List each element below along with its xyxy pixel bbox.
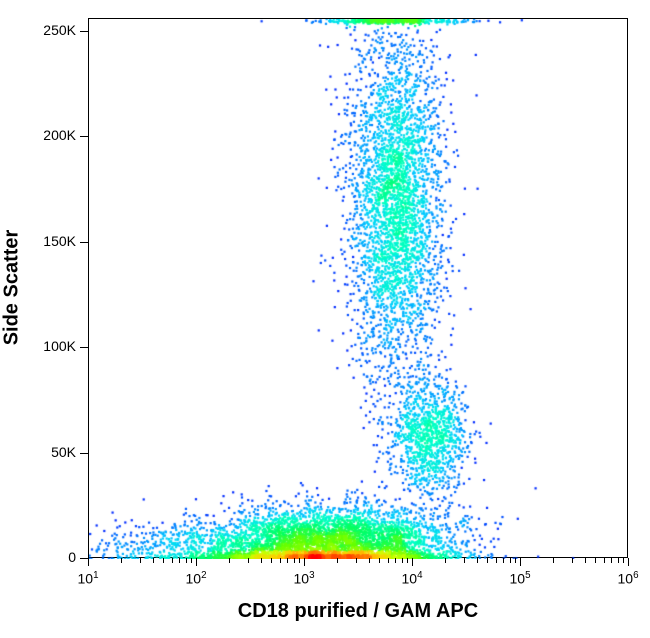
y-tick-label: 150K [28,233,76,249]
x-minor-tick [477,558,478,563]
x-minor-tick [356,558,357,563]
x-minor-tick [572,558,573,563]
x-minor-tick [229,558,230,563]
x-tick [88,558,89,566]
x-minor-tick [623,558,624,563]
x-minor-tick [395,558,396,563]
x-minor-tick [271,558,272,563]
x-minor-tick [515,558,516,563]
y-tick [80,242,88,243]
x-minor-tick [153,558,154,563]
y-tick-label: 50K [28,444,76,460]
y-tick-label: 200K [28,127,76,143]
x-minor-tick [595,558,596,563]
x-minor-tick [121,558,122,563]
x-minor-tick [503,558,504,563]
x-minor-tick [299,558,300,563]
x-minor-tick [445,558,446,563]
x-minor-tick [337,558,338,563]
x-minor-tick [172,558,173,563]
x-minor-tick [280,558,281,563]
x-tick-label: 105 [495,570,545,587]
x-minor-tick [179,558,180,563]
plot-area [88,18,628,558]
y-tick [80,558,88,559]
x-minor-tick [487,558,488,563]
x-minor-tick [611,558,612,563]
y-tick-label: 0 [28,549,76,565]
y-tick-label: 100K [28,338,76,354]
x-minor-tick [388,558,389,563]
x-minor-tick [294,558,295,563]
y-tick [80,347,88,348]
x-minor-tick [604,558,605,563]
x-minor-tick [163,558,164,563]
x-minor-tick [287,558,288,563]
flow-cytometry-plot: Side Scatter CD18 purified / GAM APC 050… [0,0,650,638]
x-minor-tick [379,558,380,563]
x-minor-tick [585,558,586,563]
x-minor-tick [464,558,465,563]
y-tick [80,136,88,137]
x-minor-tick [248,558,249,563]
x-tick-label: 101 [63,570,113,587]
x-tick [628,558,629,566]
x-tick-label: 104 [387,570,437,587]
x-tick [196,558,197,566]
x-minor-tick [140,558,141,563]
x-tick [412,558,413,566]
x-minor-tick [191,558,192,563]
x-tick [304,558,305,566]
x-minor-tick [407,558,408,563]
x-minor-tick [510,558,511,563]
x-minor-tick [261,558,262,563]
x-minor-tick [369,558,370,563]
x-minor-tick [402,558,403,563]
y-tick [80,31,88,32]
y-tick [80,453,88,454]
x-axis-label: CD18 purified / GAM APC [88,600,628,623]
x-tick-label: 106 [603,570,650,587]
x-minor-tick [496,558,497,563]
x-tick-label: 103 [279,570,329,587]
scatter-canvas [89,19,629,559]
x-minor-tick [618,558,619,563]
x-tick-label: 102 [171,570,221,587]
y-tick-label: 250K [28,22,76,38]
x-minor-tick [186,558,187,563]
x-minor-tick [553,558,554,563]
x-tick [520,558,521,566]
